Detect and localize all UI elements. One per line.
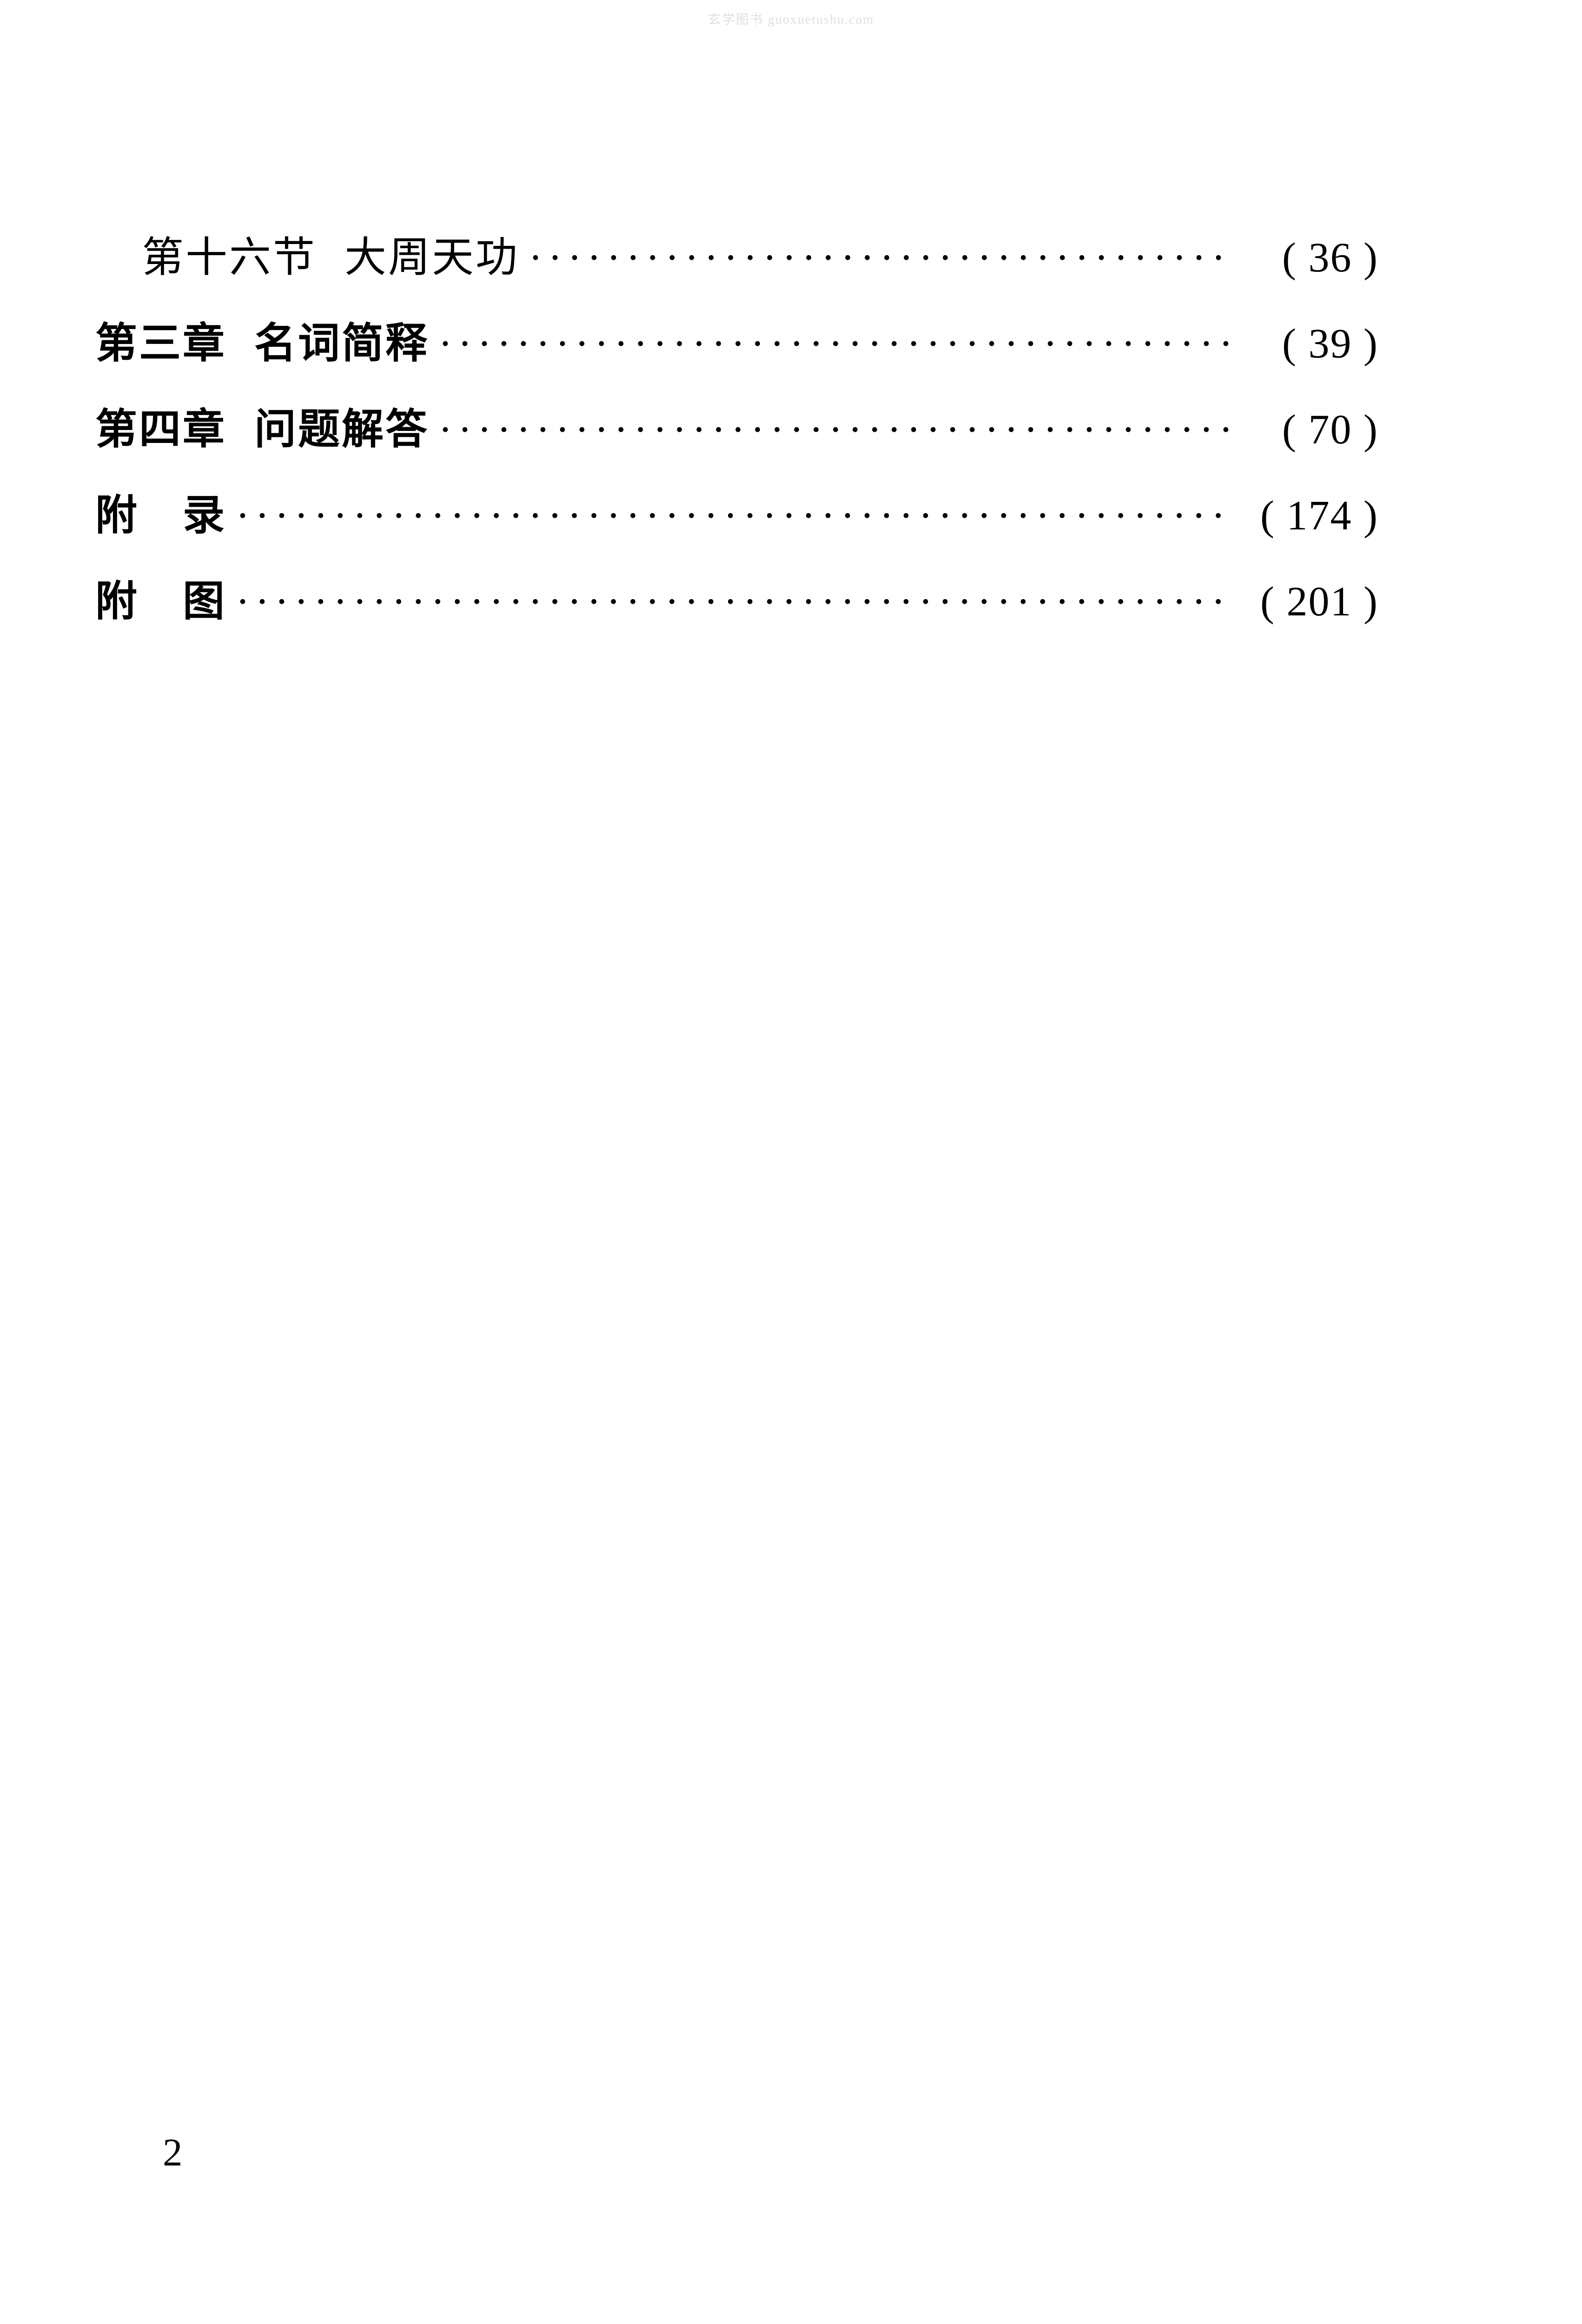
toc-page-chapter-3: ( 39 ) — [1230, 320, 1378, 368]
page-number: 2 — [163, 2130, 183, 2175]
toc-page-figures: ( 201 ) — [1230, 578, 1378, 626]
toc-label-section-16: 第十六节 — [95, 223, 317, 284]
toc-dots: ········································… — [519, 234, 1230, 282]
toc-title-chapter-4: 问题解答 — [254, 395, 429, 456]
toc-dots: ········································… — [226, 578, 1230, 626]
toc-page-chapter-4: ( 70 ) — [1230, 406, 1378, 454]
toc-label-chapter-4: 第四章 — [95, 395, 226, 456]
toc-entry: 附 图 ····································… — [95, 567, 1378, 627]
toc-label-chapter-3: 第三章 — [95, 309, 226, 370]
toc-label-figures: 附 图 — [95, 567, 226, 627]
toc-title-section-16: 大周天功 — [344, 223, 519, 284]
toc-dots: ········································… — [226, 492, 1230, 540]
toc-entry: 第三章 名词简释 ·······························… — [95, 309, 1378, 370]
toc-entry: 第四章 问题解答 ·······························… — [95, 395, 1378, 456]
toc-entry: 附 录 ····································… — [95, 481, 1378, 541]
toc-title-chapter-3: 名词简释 — [254, 309, 429, 370]
watermark-text: 玄学图书 guoxuetushu.com — [708, 9, 874, 28]
toc-label-appendix: 附 录 — [95, 481, 226, 541]
toc-entry: 第十六节 大周天功 ······························… — [95, 223, 1378, 284]
toc-page-appendix: ( 174 ) — [1230, 492, 1378, 540]
toc-dots: ········································… — [429, 320, 1230, 368]
toc-page-section-16: ( 36 ) — [1230, 234, 1378, 282]
toc-container: 第十六节 大周天功 ······························… — [95, 223, 1378, 653]
toc-dots: ········································… — [429, 406, 1230, 454]
